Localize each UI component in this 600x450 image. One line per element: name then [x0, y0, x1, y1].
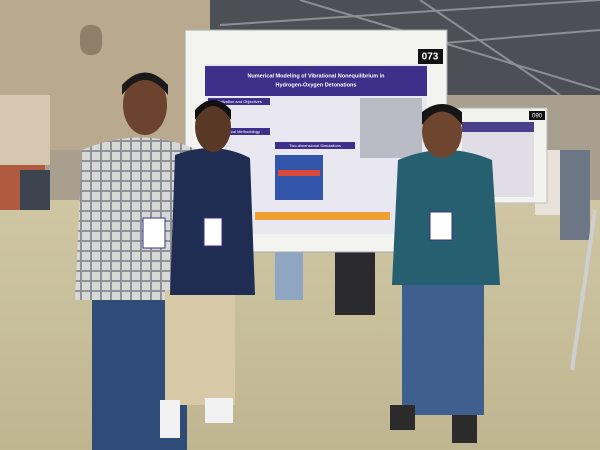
board-number: 090 — [532, 114, 543, 120]
board-number-box — [418, 49, 443, 64]
head — [123, 75, 167, 135]
section-heading: Numerical Methodology — [218, 129, 260, 134]
person-center — [160, 100, 255, 438]
section-heading-bg — [208, 128, 270, 135]
person-right — [390, 104, 500, 443]
jeans — [402, 280, 484, 415]
board-number-box — [529, 111, 545, 120]
shoe — [205, 398, 233, 423]
doorway — [0, 95, 50, 165]
badge — [429, 211, 453, 241]
shoe — [160, 400, 180, 438]
ceiling-trusses — [219, 0, 600, 96]
section-heading-bg — [275, 142, 355, 149]
poster-title-band — [205, 66, 427, 96]
section-heading-bg — [208, 98, 270, 105]
poster-heatmap — [275, 155, 323, 200]
badge — [203, 217, 223, 247]
badge — [142, 217, 166, 249]
poster-figure — [360, 98, 422, 158]
poster-title: Numerical Modeling of Vibrational Nonequ… — [247, 73, 385, 79]
hair — [422, 104, 462, 125]
poster-heatmap-band — [278, 170, 320, 176]
section-heading: Motivation and Objectives — [216, 99, 262, 104]
shoe — [452, 415, 477, 443]
board-number: 073 — [422, 52, 439, 63]
head — [195, 102, 231, 152]
section-heading: Two-dimensional Simulations — [289, 143, 341, 148]
khakis — [165, 290, 235, 405]
hair — [122, 72, 168, 95]
hair — [195, 100, 231, 120]
poster-title: Hydrogen-Oxygen Detonations — [276, 82, 357, 88]
shoe — [390, 405, 415, 430]
poster-orange-bar — [255, 212, 390, 220]
head — [422, 106, 462, 158]
window — [80, 25, 102, 55]
stand-pole — [570, 209, 597, 371]
background-crowd — [0, 150, 590, 315]
poster-2-header — [462, 122, 534, 132]
